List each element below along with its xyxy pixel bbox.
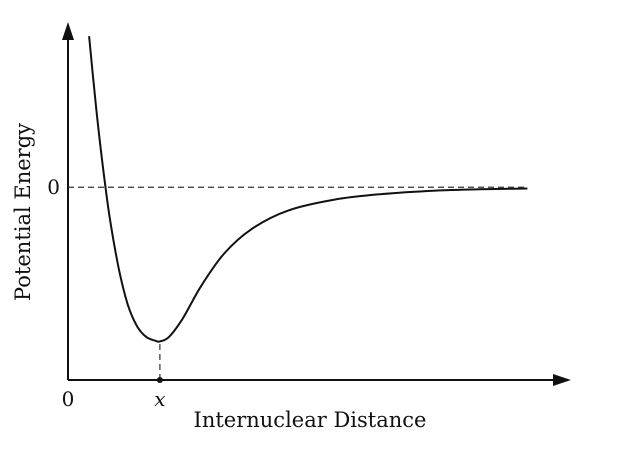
potential-energy-curve [88, 36, 528, 343]
x-tick-label-x: x [154, 387, 165, 411]
y-axis-arrowhead [62, 22, 74, 40]
x-axis-arrowhead [553, 374, 571, 386]
y-axis-title: Potential Energy [11, 123, 35, 301]
y-tick-label-zero: 0 [47, 175, 60, 199]
x-tick-label-zero: 0 [62, 387, 75, 411]
x-tick-dot [156, 377, 163, 383]
x-axis-title: Internuclear Distance [194, 408, 427, 432]
